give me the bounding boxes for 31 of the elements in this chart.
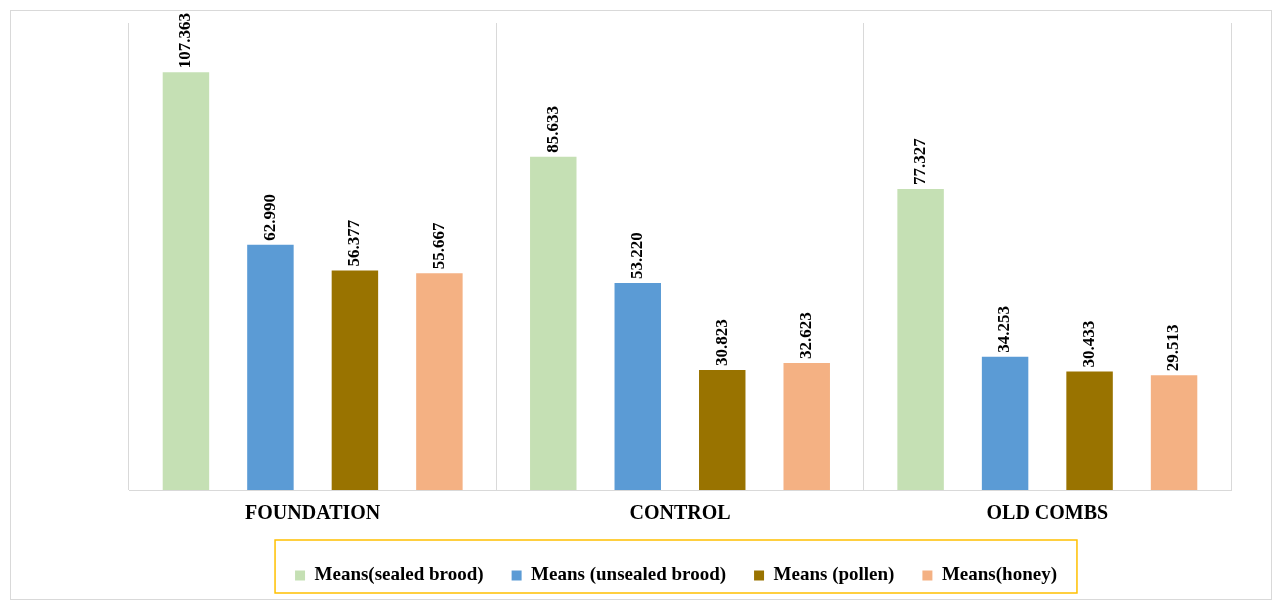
bar <box>614 282 661 490</box>
bar <box>416 273 463 490</box>
data-label: 34.253 <box>994 305 1014 353</box>
x-tick-label: CONTROL <box>629 501 731 524</box>
legend-label: Means(honey) <box>941 563 1057 586</box>
data-label: 56.377 <box>344 219 364 267</box>
data-label: 55.667 <box>428 222 448 270</box>
bar <box>981 356 1029 490</box>
data-label: 107.363 <box>175 12 195 69</box>
x-tick-label: OLD COMBS <box>986 501 1109 524</box>
data-label: 53.220 <box>627 232 647 279</box>
data-label: 32.623 <box>796 312 816 360</box>
bar <box>530 156 577 490</box>
data-label: 30.433 <box>1078 320 1098 368</box>
bar <box>162 72 210 490</box>
data-label: 62.990 <box>259 194 279 241</box>
data-label: 29.513 <box>1163 324 1183 372</box>
legend-label: Means (pollen) <box>773 563 895 586</box>
bar <box>331 270 379 490</box>
x-tick-label: FOUNDATION <box>245 501 381 524</box>
data-label: 30.823 <box>711 319 731 367</box>
data-label: 77.327 <box>909 137 929 186</box>
bar <box>1066 371 1113 490</box>
bar <box>699 370 746 490</box>
data-label: 85.633 <box>542 105 562 153</box>
bar <box>1150 375 1198 490</box>
bar <box>897 189 944 490</box>
legend-label: Means(sealed brood) <box>314 563 484 586</box>
bar <box>783 363 830 490</box>
bar <box>247 244 294 490</box>
legend-label: Means (unsealed brood) <box>531 563 727 586</box>
